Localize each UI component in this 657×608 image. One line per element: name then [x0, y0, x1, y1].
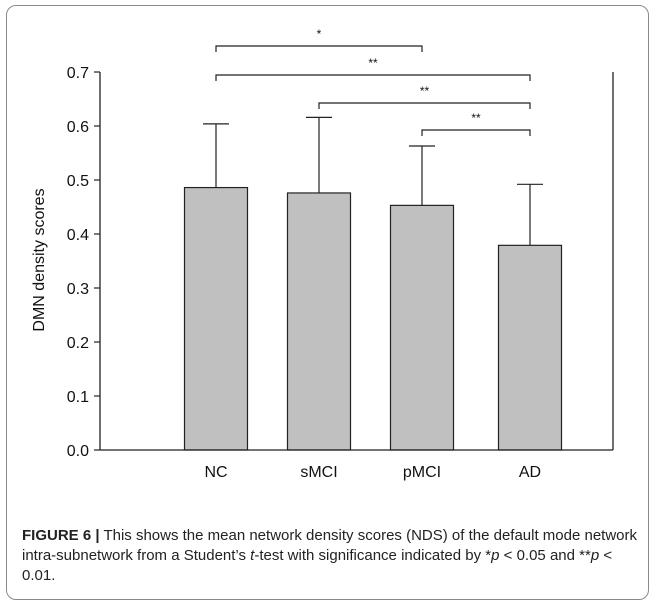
- bars: [183, 116, 563, 451]
- y-tick-label: 0.0: [67, 443, 89, 460]
- significance-bracket: [215, 45, 423, 52]
- figure-label: FIGURE 6 |: [22, 527, 100, 544]
- bar-AD: [497, 244, 563, 451]
- x-tick-label-pMCI: pMCI: [403, 464, 441, 481]
- y-tick-label: 0.2: [67, 335, 89, 352]
- y-axis-title: DMN density scores: [31, 188, 48, 331]
- x-tick-label-sMCI: sMCI: [300, 464, 337, 481]
- y-tick-label: 0.3: [67, 281, 89, 298]
- y-tick-label: 0.6: [67, 119, 89, 136]
- x-tick-label-NC: NC: [204, 464, 227, 481]
- y-tick-label: 0.5: [67, 173, 89, 190]
- bar-sMCI: [286, 192, 352, 451]
- y-tick-label: 0.1: [67, 389, 89, 406]
- bar-NC: [183, 186, 249, 451]
- y-tick-label: 0.7: [67, 65, 89, 82]
- caption-t: t: [250, 547, 255, 564]
- significance-label: *: [317, 27, 322, 41]
- caption-text-2: -test with significance indicated by *: [254, 547, 492, 564]
- significance-label: **: [471, 111, 481, 125]
- bar-chart: ******* 0.00.10.20.30.40.50.60.7NC sMCI pM…: [31, 27, 614, 481]
- significance-bracket: [215, 74, 531, 81]
- axes: 0.0 0.1 0.2 0.3 0.4 0.5 0.6 0.7 NC sMCI pMCI AD: [67, 65, 614, 481]
- significance-brackets: *******: [215, 27, 531, 136]
- caption-p1: p: [491, 547, 500, 564]
- significance-bracket: [318, 102, 531, 109]
- significance-bracket: [421, 129, 531, 136]
- figure-caption: FIGURE 6 | This shows the mean network d…: [22, 526, 642, 586]
- caption-text-4: < 0.01.: [22, 547, 613, 584]
- significance-label: **: [420, 84, 430, 98]
- y-tick-label: 0.4: [67, 227, 89, 244]
- caption-text-1: This shows the mean network density scor…: [22, 527, 638, 564]
- significance-label: **: [368, 56, 378, 70]
- caption-p2: p: [590, 547, 600, 564]
- bar-pMCI: [389, 204, 455, 451]
- x-tick-label-AD: AD: [519, 464, 541, 481]
- caption-text-3: < 0.05 and **: [499, 547, 591, 564]
